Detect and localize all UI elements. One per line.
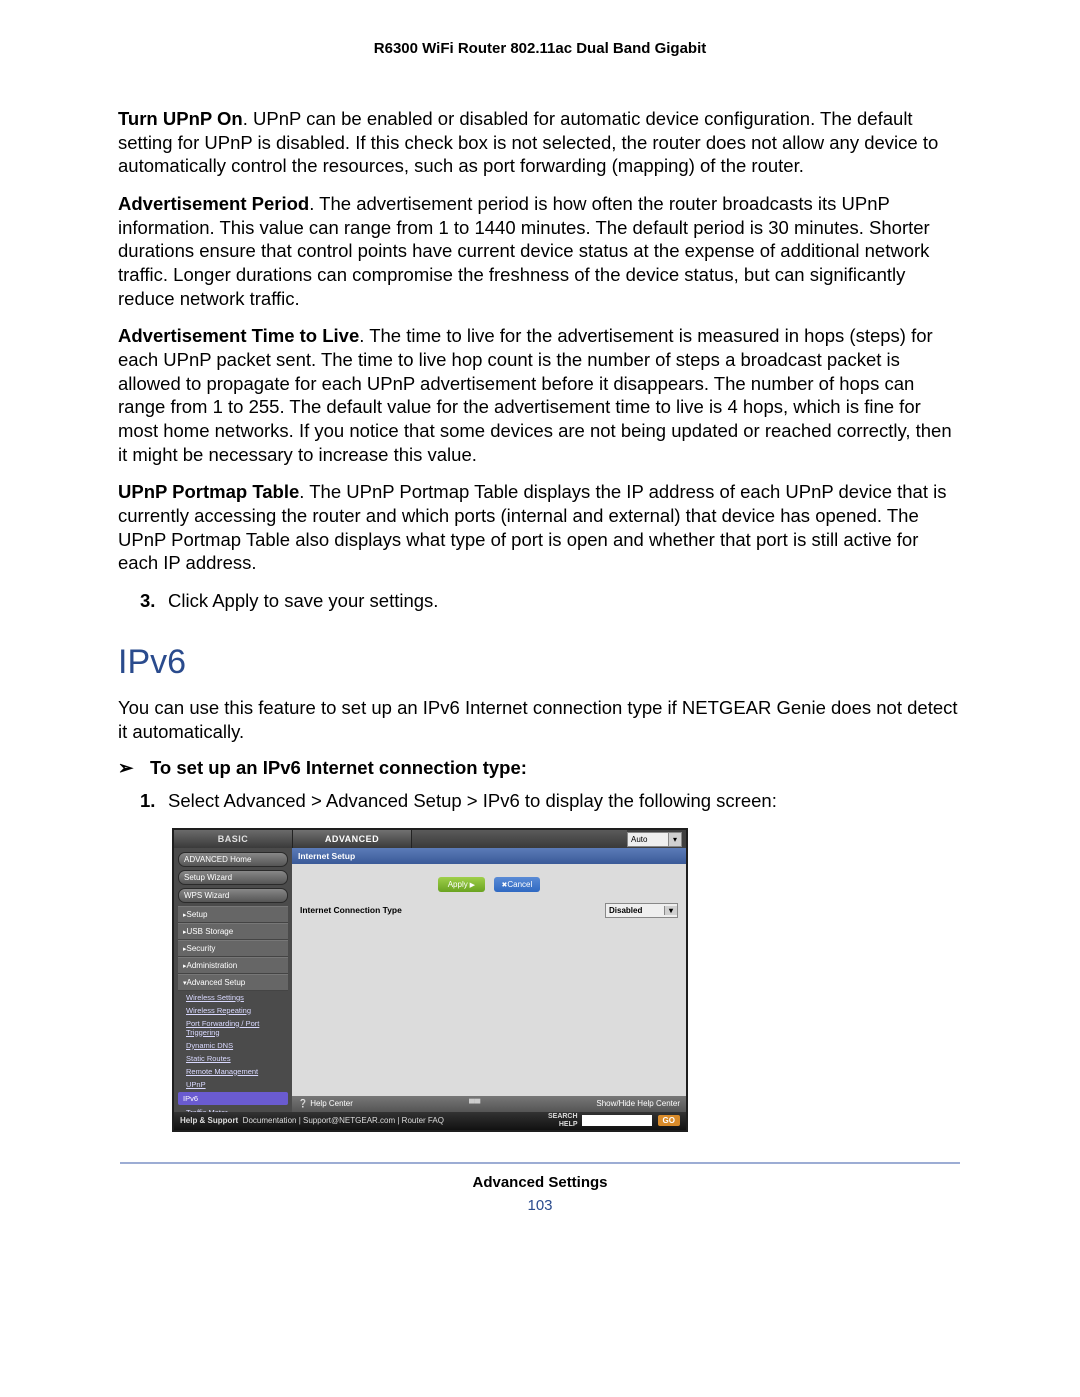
chevron-down-icon: ▾ (664, 906, 677, 915)
section-intro: You can use this feature to set up an IP… (118, 696, 962, 743)
para-portmap: UPnP Portmap Table. The UPnP Portmap Tab… (118, 480, 962, 575)
sidebar-item-administration[interactable]: Administration (178, 957, 288, 974)
sidebar-sub-wireless-settings[interactable]: Wireless Settings (178, 991, 288, 1004)
sidebar: ADVANCED Home Setup Wizard WPS Wizard Se… (174, 848, 292, 1112)
sidebar-sub-dynamic-dns[interactable]: Dynamic DNS (178, 1039, 288, 1052)
panel-title: Internet Setup (292, 848, 686, 864)
router-ui-screenshot: BASIC ADVANCED Auto▾ ADVANCED Home Setup… (172, 828, 688, 1132)
footer-page-number: 103 (0, 1197, 1080, 1214)
para-ttl-lead: Advertisement Time to Live (118, 325, 359, 346)
sidebar-sub-upnp[interactable]: UPnP (178, 1078, 288, 1091)
step-3: 3. Click Apply to save your settings. (140, 589, 962, 613)
connection-type-dropdown[interactable]: Disabled▾ (605, 903, 678, 918)
step-3-post: to save your settings. (258, 590, 438, 611)
procedure-title: To set up an IPv6 Internet connection ty… (150, 757, 527, 779)
tab-basic[interactable]: BASIC (174, 830, 293, 848)
procedure-arrow-icon: ➢ (118, 757, 150, 779)
para-adv-period: Advertisement Period. The advertisement … (118, 192, 962, 310)
para-portmap-lead: UPnP Portmap Table (118, 481, 299, 502)
procedure-heading: ➢ To set up an IPv6 Internet connection … (118, 757, 962, 779)
show-hide-help[interactable]: Show/Hide Help Center (596, 1099, 680, 1108)
step-1: 1. Select Advanced > Advanced Setup > IP… (140, 789, 962, 813)
sidebar-setup-wizard[interactable]: Setup Wizard (178, 870, 288, 885)
sidebar-sub-remote-management[interactable]: Remote Management (178, 1065, 288, 1078)
sidebar-item-advanced-setup[interactable]: Advanced Setup (178, 974, 288, 991)
step-3-pre: Click (168, 590, 212, 611)
support-bar: Help & Support Documentation | Support@N… (174, 1112, 686, 1130)
main-panel: Internet Setup Apply Cancel Internet Con… (292, 848, 686, 1112)
step-3-num: 3. (140, 589, 168, 613)
step-1-pre: Select (168, 790, 224, 811)
search-input[interactable] (582, 1115, 652, 1126)
step-1-num: 1. (140, 789, 168, 813)
refresh-dropdown[interactable]: Auto▾ (627, 832, 682, 847)
footer-rule (120, 1162, 960, 1164)
sidebar-item-security[interactable]: Security (178, 940, 288, 957)
footer-section-label: Advanced Settings (0, 1174, 1080, 1191)
para-adv-lead: Advertisement Period (118, 193, 309, 214)
tab-advanced[interactable]: ADVANCED (293, 830, 412, 848)
sidebar-item-usb-storage[interactable]: USB Storage (178, 923, 288, 940)
apply-button[interactable]: Apply (438, 877, 485, 892)
connection-type-label: Internet Connection Type (300, 905, 402, 915)
support-links[interactable]: Documentation | Support@NETGEAR.com | Ro… (243, 1116, 444, 1125)
sidebar-item-setup[interactable]: Setup (178, 906, 288, 923)
chevron-down-icon: ▾ (668, 833, 681, 846)
sidebar-sub-port-forwarding[interactable]: Port Forwarding / Port Triggering (178, 1017, 288, 1039)
step-1-bold: Advanced > Advanced Setup > IPv6 (224, 790, 520, 811)
para-upnp: Turn UPnP On. UPnP can be enabled or dis… (118, 107, 962, 178)
help-center-toggle[interactable]: ❔ Help Center (298, 1099, 353, 1108)
doc-header-title: R6300 WiFi Router 802.11ac Dual Band Gig… (0, 40, 1080, 57)
step-3-bold: Apply (212, 590, 258, 611)
search-help-label: SEARCHHELP (548, 1113, 578, 1129)
para-ttl: Advertisement Time to Live. The time to … (118, 324, 962, 466)
support-label: Help & Support (180, 1116, 238, 1125)
section-heading-ipv6: IPv6 (118, 643, 1080, 682)
go-button[interactable]: GO (658, 1115, 680, 1126)
sidebar-sub-ipv6[interactable]: IPv6 (178, 1092, 288, 1105)
para-upnp-lead: Turn UPnP On (118, 108, 243, 129)
sidebar-sub-wireless-repeating[interactable]: Wireless Repeating (178, 1004, 288, 1017)
sidebar-sub-static-routes[interactable]: Static Routes (178, 1052, 288, 1065)
cancel-button[interactable]: Cancel (494, 877, 541, 892)
sidebar-advanced-home[interactable]: ADVANCED Home (178, 852, 288, 867)
sidebar-wps-wizard[interactable]: WPS Wizard (178, 888, 288, 903)
step-1-post: to display the following screen: (520, 790, 777, 811)
expand-handle-icon[interactable]: ▀▀ (353, 1099, 597, 1108)
